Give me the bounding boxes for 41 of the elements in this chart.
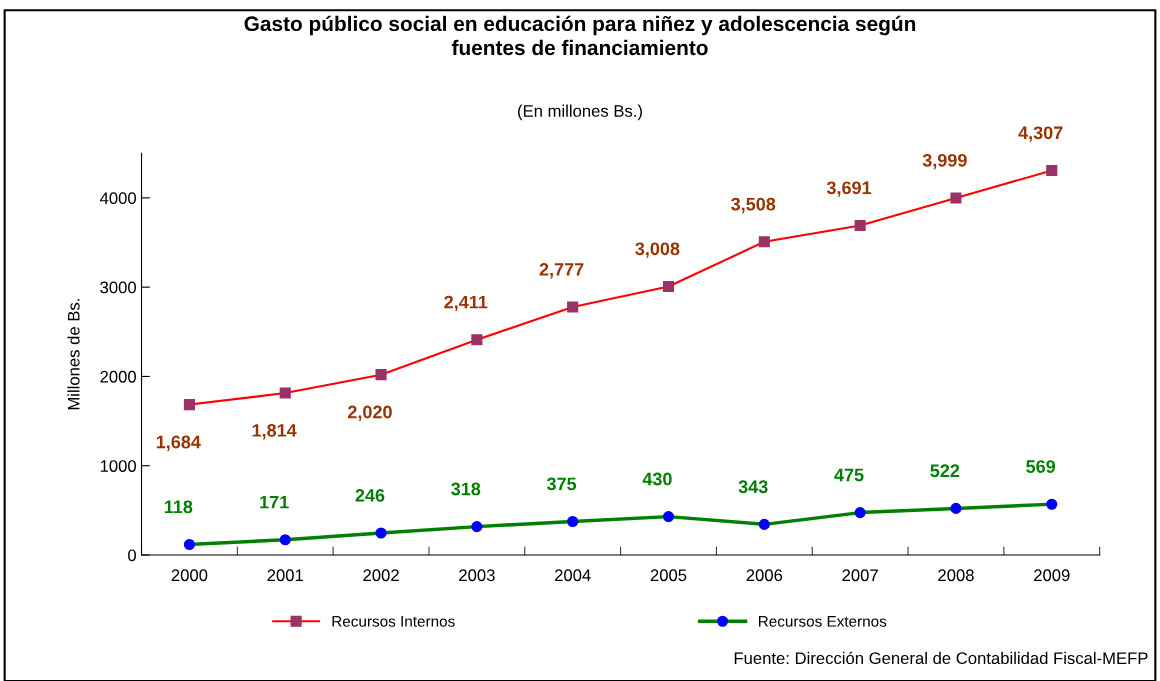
x-tick-label: 2004: [554, 569, 591, 582]
y-axis-title: Millones de Bs.: [67, 299, 80, 410]
data-label: 1,684: [156, 435, 201, 452]
x-tick-label: 2009: [1034, 569, 1070, 582]
data-label: 118: [164, 500, 193, 514]
legend-label: Recursos Internos: [332, 616, 455, 627]
data-label: 475: [834, 468, 864, 482]
data-label: 430: [642, 472, 672, 486]
x-tick-label: 2008: [938, 569, 974, 582]
x-tick-label: 2001: [267, 569, 303, 582]
x-tick-label: 2002: [363, 569, 399, 582]
y-tick-label: 3000: [100, 281, 137, 294]
y-tick-label: 1000: [100, 460, 137, 472]
data-label: 522: [930, 464, 960, 478]
data-label: 343: [738, 480, 768, 494]
data-label: 171: [260, 495, 289, 509]
data-label: 2,020: [347, 405, 392, 422]
x-tick-label: 2007: [842, 569, 878, 582]
y-tick-label: 4000: [99, 192, 137, 205]
data-label: 3,999: [922, 153, 967, 170]
data-label: 3,508: [731, 197, 776, 214]
legend-label: Recursos Externos: [758, 616, 887, 627]
x-tick-label: 2000: [171, 569, 208, 582]
y-tick-label: 0: [128, 549, 137, 562]
data-label: 3,691: [826, 181, 872, 197]
x-tick-label: 2005: [650, 569, 687, 582]
x-tick-label: 2006: [746, 569, 783, 582]
data-label: 318: [451, 482, 481, 496]
data-label: 375: [546, 477, 577, 491]
chart-subtitle: (En millones Bs.): [518, 104, 642, 121]
data-label: 2,411: [444, 295, 488, 312]
source-note: Fuente: Dirección General de Contabilidad Fiscal-MEFP: [734, 651, 1148, 665]
chart-title: Gasto público social en educación para niñez y adolescencia según fuentes de financiamiento: [244, 15, 916, 56]
y-tick-label: 2000: [100, 370, 137, 383]
data-label: 569: [1026, 460, 1056, 473]
data-label: 1,814: [252, 424, 297, 440]
data-label: 246: [355, 489, 385, 502]
data-label: 2,777: [539, 263, 584, 279]
data-label: 4,307: [1018, 126, 1063, 142]
x-tick-label: 2003: [459, 569, 495, 582]
data-label: 3,008: [635, 242, 680, 258]
